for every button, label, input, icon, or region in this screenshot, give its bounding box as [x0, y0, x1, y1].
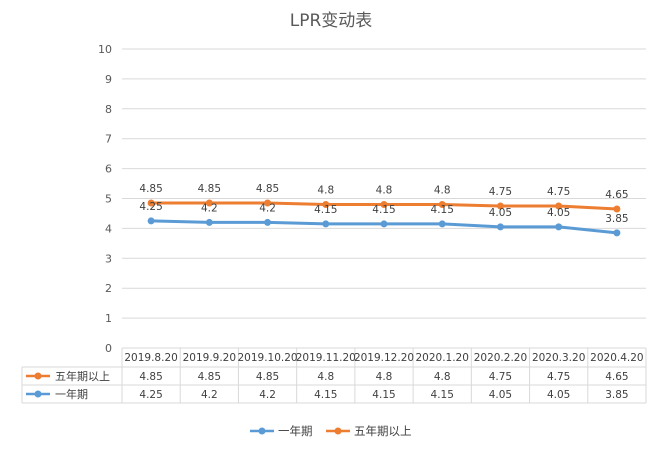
x-category-label: 2019.8.20: [124, 352, 177, 364]
data-point: [147, 217, 155, 225]
table-cell-value: 4.8: [376, 371, 393, 383]
table-cell-value: 4.15: [314, 389, 337, 401]
table-cell-value: 4.15: [431, 389, 454, 401]
data-point: [380, 200, 388, 208]
data-table-grid: [21, 347, 647, 404]
data-label: 4.2: [201, 202, 218, 214]
x-category-label: 2020.4.20: [590, 352, 643, 364]
y-tick-label: 7: [105, 133, 112, 146]
data-point: [205, 218, 213, 226]
y-tick-label: 2: [105, 282, 112, 295]
data-label: 4.8: [317, 184, 334, 196]
data-label: 4.05: [547, 207, 570, 219]
x-category-label: 2020.3.20: [532, 352, 585, 364]
y-tick-label: 0: [105, 342, 112, 355]
y-tick-label: 3: [105, 252, 112, 265]
y-tick-label: 8: [105, 103, 112, 116]
legend-label: 一年期: [278, 424, 313, 438]
data-label: 4.05: [489, 207, 512, 219]
table-cell-value: 4.2: [259, 389, 276, 401]
data-point: [147, 199, 155, 207]
y-tick-label: 9: [105, 73, 112, 86]
data-label: 4.65: [605, 189, 628, 201]
data-point: [613, 229, 621, 237]
x-category-label: 2019.11.20: [296, 352, 356, 364]
y-tick-label: 5: [105, 193, 112, 206]
table-cell-value: 4.85: [256, 371, 279, 383]
data-point: [438, 200, 446, 208]
legend-key-marker: [258, 427, 266, 435]
table-cell-value: 4.8: [434, 371, 451, 383]
data-point: [264, 199, 272, 207]
data-label: 4.2: [259, 202, 276, 214]
table-row-key-marker: [34, 372, 42, 380]
x-category-label: 2019.10.20: [237, 352, 297, 364]
table-cell-value: 4.85: [198, 371, 221, 383]
table-cell-value: 4.2: [201, 389, 218, 401]
data-label: 4.85: [256, 183, 279, 195]
data-label: 4.15: [314, 204, 337, 216]
data-label: 4.15: [431, 204, 454, 216]
data-point: [322, 220, 330, 228]
y-tick-label: 4: [105, 222, 112, 235]
data-label: 4.25: [139, 201, 162, 213]
data-label: 4.85: [139, 183, 162, 195]
x-category-label: 2020.1.20: [415, 352, 468, 364]
data-label: 4.15: [372, 204, 395, 216]
data-point: [322, 200, 330, 208]
data-label: 4.85: [198, 183, 221, 195]
x-category-label: 2019.9.20: [183, 352, 236, 364]
data-label: 4.8: [434, 184, 451, 196]
table-cell-value: 4.05: [547, 389, 570, 401]
chart-title: LPR变动表: [290, 11, 373, 31]
table-cell-value: 4.75: [489, 371, 512, 383]
x-category-label: 2019.12.20: [354, 352, 414, 364]
data-label: 3.85: [605, 213, 628, 225]
data-label: 4.75: [489, 186, 512, 198]
data-label: 4.75: [547, 186, 570, 198]
data-point: [555, 223, 563, 231]
data-label: 4.8: [376, 184, 393, 196]
data-point: [205, 199, 213, 207]
table-cell-value: 4.85: [139, 371, 162, 383]
data-point: [613, 205, 621, 213]
table-cell-value: 3.85: [605, 389, 628, 401]
data-point: [264, 218, 272, 226]
table-cell-value: 4.15: [372, 389, 395, 401]
gridlines: [122, 48, 646, 349]
data-point: [438, 220, 446, 228]
table-row-header: 一年期: [55, 387, 88, 401]
x-category-label: 2020.2.20: [474, 352, 527, 364]
data-point: [496, 202, 504, 210]
table-cell-value: 4.25: [139, 389, 162, 401]
y-tick-label: 6: [105, 163, 112, 176]
table-row-key-marker: [34, 390, 42, 398]
table-row-header: 五年期以上: [55, 369, 110, 383]
data-point: [380, 220, 388, 228]
table-cell-value: 4.65: [605, 371, 628, 383]
y-tick-label: 1: [105, 312, 112, 325]
legend-key-marker: [334, 427, 342, 435]
y-tick-label: 10: [98, 43, 112, 56]
legend-label: 五年期以上: [354, 424, 412, 438]
table-cell-value: 4.05: [489, 389, 512, 401]
table-cell-value: 4.8: [317, 371, 334, 383]
table-cell-value: 4.75: [547, 371, 570, 383]
data-point: [496, 223, 504, 231]
data-point: [555, 202, 563, 210]
